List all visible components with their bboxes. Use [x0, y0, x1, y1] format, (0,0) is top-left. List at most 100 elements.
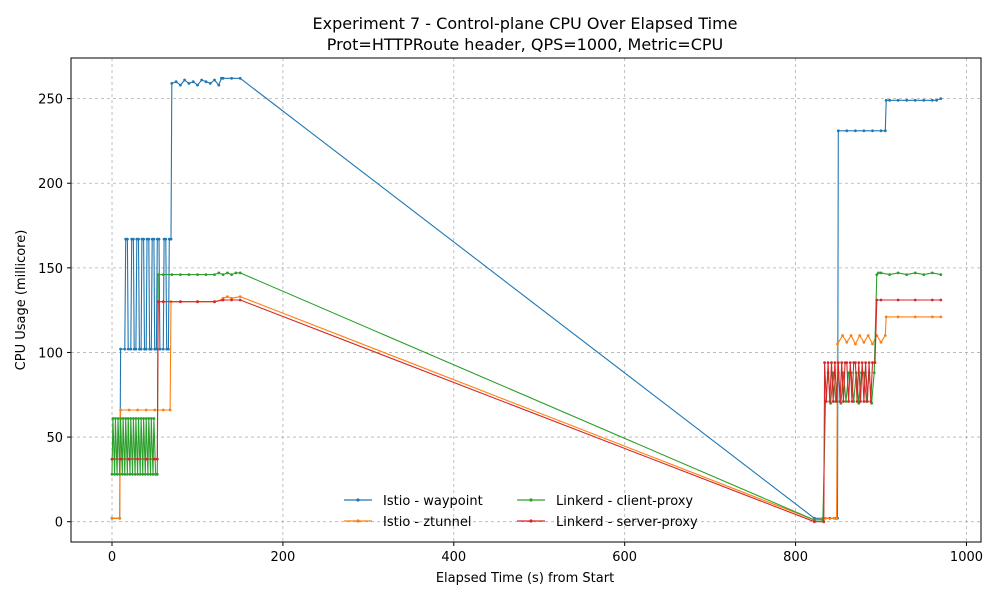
data-point: [119, 457, 122, 461]
data-point: [879, 298, 883, 302]
data-point: [155, 457, 159, 461]
legend-marker: [356, 519, 360, 523]
data-point: [217, 83, 221, 87]
ticks: 0 200 400 600 800 1000 0 50 100 150 200 250: [38, 93, 983, 565]
data-point: [875, 273, 879, 276]
data-point: [877, 271, 880, 275]
data-point: [823, 361, 826, 364]
data-point: [116, 417, 120, 420]
data-point: [161, 273, 165, 276]
data-point: [913, 298, 917, 302]
y-tick-label: 0: [55, 516, 63, 531]
data-point: [930, 98, 934, 102]
data-point: [134, 347, 138, 351]
data-point: [187, 82, 191, 85]
data-point: [152, 417, 156, 420]
data-point: [835, 516, 838, 520]
data-point: [234, 271, 238, 275]
data-point: [110, 457, 114, 461]
legend-label: Istio - ztunnel: [383, 515, 471, 530]
data-point: [161, 300, 165, 304]
data-point: [871, 129, 874, 133]
data-point: [200, 78, 204, 82]
y-tick-label: 100: [38, 346, 63, 361]
data-point: [939, 298, 943, 302]
data-point: [842, 400, 845, 403]
data-point: [133, 472, 137, 476]
data-point: [127, 457, 131, 461]
data-point: [144, 408, 148, 412]
data-point: [151, 472, 155, 476]
data-point: [822, 520, 826, 524]
data-point: [862, 129, 866, 133]
data-point: [857, 361, 861, 364]
data-point: [845, 129, 849, 133]
data-point: [939, 315, 943, 319]
data-point: [120, 472, 124, 476]
data-point: [161, 408, 165, 412]
data-point: [879, 271, 883, 275]
data-point: [123, 347, 127, 351]
data-point: [871, 361, 874, 364]
legend-item: Linkerd - client-proxy: [517, 494, 693, 509]
data-point: [141, 472, 145, 476]
data-point: [826, 361, 830, 364]
data-point: [170, 273, 174, 276]
data-point: [238, 271, 242, 275]
data-point: [840, 361, 844, 364]
x-tick-label: 600: [612, 550, 637, 565]
data-point: [884, 98, 888, 102]
data-point: [126, 472, 129, 476]
data-point: [155, 472, 159, 476]
data-point: [179, 83, 182, 87]
data-point: [896, 315, 900, 319]
chart-subtitle: Prot=HTTPRoute header, QPS=1000, Metric=…: [327, 35, 723, 54]
data-point: [134, 417, 138, 420]
legend-label: Linkerd - client-proxy: [556, 494, 693, 509]
data-point: [859, 400, 862, 403]
data-point: [238, 298, 242, 302]
data-point: [922, 98, 926, 102]
data-point: [896, 271, 900, 275]
data-point: [847, 400, 850, 403]
legend-marker: [529, 498, 533, 502]
y-tick-label: 250: [38, 93, 63, 108]
data-point: [129, 417, 133, 420]
legend-item: Istio - ztunnel: [344, 515, 471, 530]
data-point: [905, 98, 909, 102]
data-point: [873, 361, 877, 364]
data-point: [110, 516, 114, 520]
data-point: [867, 361, 871, 364]
data-point: [153, 457, 157, 461]
legend-marker: [356, 498, 360, 502]
x-tick-label: 800: [783, 550, 808, 565]
data-point: [126, 237, 129, 241]
data-point: [144, 457, 148, 461]
data-point: [833, 361, 837, 364]
data-point: [139, 347, 143, 351]
data-point: [866, 334, 870, 337]
data-point: [126, 347, 130, 351]
data-point: [136, 472, 140, 476]
data-point: [118, 472, 122, 476]
data-point: [147, 417, 151, 420]
data-point: [137, 237, 140, 241]
data-point: [905, 273, 909, 276]
data-point: [196, 273, 199, 276]
data-point: [174, 80, 178, 84]
data-point: [187, 273, 191, 276]
data-point: [142, 417, 146, 420]
data-point: [857, 401, 861, 405]
data-point: [230, 76, 234, 80]
data-point: [221, 298, 225, 302]
data-point: [204, 273, 208, 276]
data-point: [848, 361, 852, 364]
series-3: [110, 298, 943, 524]
plot-frame: [70, 57, 982, 543]
data-point: [155, 347, 158, 351]
data-point: [862, 340, 866, 344]
data-point: [196, 300, 199, 304]
y-tick-label: 150: [38, 262, 63, 277]
legend-label: Linkerd - server-proxy: [556, 515, 698, 530]
